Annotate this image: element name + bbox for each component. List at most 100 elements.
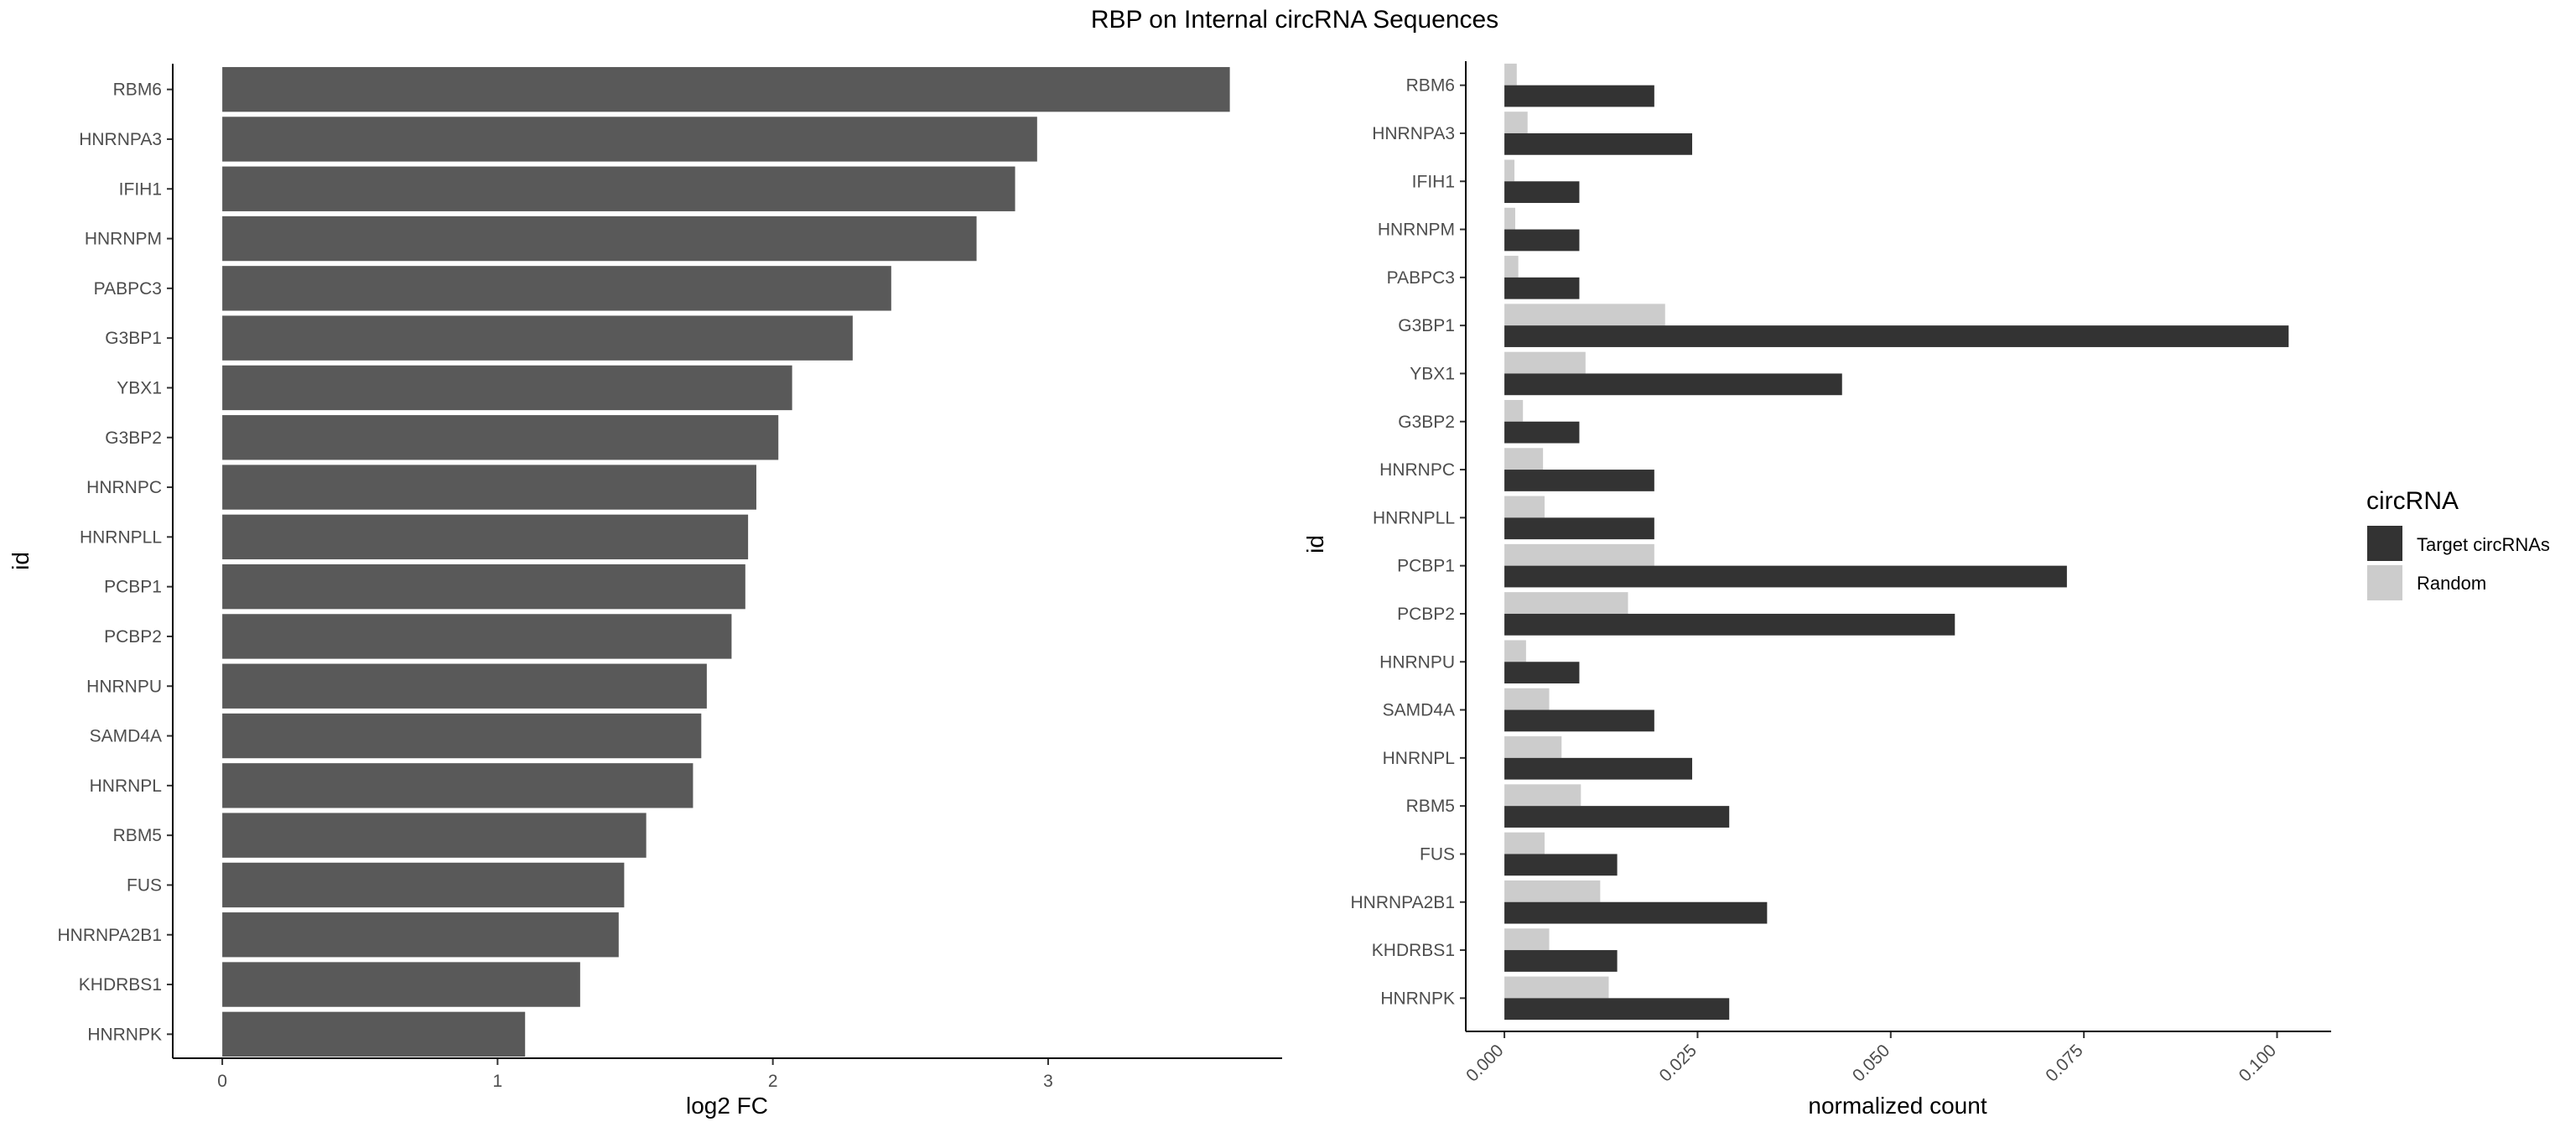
bar-samd4a [222, 713, 702, 759]
bar-hnrnpa2b1 [222, 912, 619, 958]
y-tick-label-hnrnpa3: HNRNPA3 [1372, 124, 1455, 143]
legend-label-target-circrnas: Target circRNAs [2417, 534, 2550, 555]
bar-pcbp2-random [1504, 592, 1628, 614]
bar-hnrnpu-target-circrnas [1504, 662, 1580, 684]
bar-hnrnpc-target-circrnas [1504, 470, 1654, 491]
legend-title: circRNA [2366, 487, 2459, 515]
y-tick-label-g3bp1: G3BP1 [105, 329, 162, 348]
y-tick-label-hnrnpa3: HNRNPA3 [79, 130, 162, 149]
y-tick-label-hnrnpl: HNRNPL [90, 776, 162, 796]
log2fc-panel: RBM6 HNRNPA3 IFIH1 HNRNPM PABPC3 G3BP1 YBX1 G3B… [8, 64, 1282, 1119]
y-tick-label-g3bp2: G3BP2 [105, 428, 162, 448]
bar-hnrnpa3-target-circrnas [1504, 132, 1692, 155]
y-tick-label-hnrnpa2b1: HNRNPA2B1 [1351, 893, 1455, 912]
y-tick-label-hnrnpa2b1: HNRNPA2B1 [58, 926, 162, 945]
bar-g3bp2-random [1504, 399, 1524, 422]
x-tick-label: 0 [217, 1072, 227, 1091]
chart-title: RBP on Internal circRNA Sequences [1091, 6, 1498, 34]
legend-label-random: Random [2417, 573, 2486, 594]
y-tick-label-khdrbs1: KHDRBS1 [1372, 941, 1455, 960]
y-tick-label-hnrnpll: HNRNPLL [1373, 508, 1455, 527]
bar-hnrnpm-target-circrnas [1504, 229, 1580, 252]
log2fc-bars [222, 66, 1230, 1057]
legend: circRNA Target circRNAs Random [2366, 487, 2550, 600]
y-tick-label-pabpc3: PABPC3 [94, 279, 162, 299]
bar-samd4a-target-circrnas [1504, 709, 1654, 732]
bar-fus-target-circrnas [1504, 854, 1618, 876]
bar-khdrbs1-target-circrnas [1504, 950, 1618, 972]
bar-khdrbs1 [222, 962, 580, 1007]
bar-fus [222, 862, 625, 908]
y-tick-label-rbm5: RBM5 [113, 826, 162, 845]
x-tick-label: 0.025 [1656, 1041, 1701, 1085]
bar-hnrnpl-target-circrnas [1504, 757, 1692, 780]
bar-g3bp2 [222, 415, 779, 460]
log2fc-x-ticks: 0 1 2 3 [217, 1058, 1053, 1091]
bar-pcbp1 [222, 564, 745, 610]
y-tick-label-ybx1: YBX1 [1410, 364, 1455, 383]
bar-g3bp1-random [1504, 304, 1665, 326]
legend-key-target-circrnas [2367, 526, 2402, 561]
bar-pcbp2 [222, 614, 732, 659]
bar-pcbp1-target-circrnas [1504, 565, 2067, 588]
x-tick-label: 1 [493, 1072, 503, 1091]
y-tick-label-ifih1: IFIH1 [1412, 172, 1455, 191]
bar-hnrnpu [222, 663, 707, 709]
bar-g3bp1-target-circrnas [1504, 325, 2289, 347]
x-tick-label: 0.075 [2042, 1041, 2086, 1085]
bar-hnrnpa3 [222, 117, 1037, 162]
bar-hnrnpa3-random [1504, 112, 1528, 133]
x-tick-label: 3 [1043, 1072, 1053, 1091]
bar-khdrbs1-random [1504, 928, 1550, 951]
y-tick-label-hnrnpl: HNRNPL [1383, 749, 1455, 768]
normalized-count-panel: RBM6 HNRNPA3 IFIH1 HNRNPM PABPC3 G3BP1 YBX1 G3B… [1302, 61, 2331, 1119]
log2fc-x-axis-title: log2 FC [686, 1093, 768, 1119]
y-tick-label-pabpc3: PABPC3 [1387, 268, 1455, 288]
bar-rbm6 [222, 66, 1230, 112]
bar-rbm5-random [1504, 784, 1581, 807]
y-tick-label-hnrnpu: HNRNPU [86, 677, 162, 696]
y-tick-label-pcbp2: PCBP2 [104, 627, 162, 647]
normalized-count-y-tick-labels: RBM6 HNRNPA3 IFIH1 HNRNPM PABPC3 G3BP1 YBX1 G3B… [1351, 76, 1466, 1008]
bar-hnrnpll-target-circrnas [1504, 517, 1654, 540]
bar-hnrnpk-random [1504, 976, 1609, 999]
bar-ybx1-target-circrnas [1504, 373, 1842, 396]
y-tick-label-fus: FUS [1420, 844, 1455, 864]
bar-pabpc3-random [1504, 256, 1519, 278]
x-tick-label: 2 [768, 1072, 778, 1091]
bar-hnrnpc [222, 465, 756, 510]
normalized-count-y-axis-title: id [1302, 535, 1328, 553]
x-tick-label: 0.050 [1849, 1041, 1893, 1085]
bar-fus-random [1504, 832, 1545, 854]
bar-ifih1-target-circrnas [1504, 181, 1580, 204]
x-tick-label: 0.100 [2236, 1041, 2280, 1085]
bar-hnrnpll [222, 514, 749, 560]
bar-pcbp1-random [1504, 543, 1654, 566]
bar-pcbp2-target-circrnas [1504, 613, 1955, 636]
y-tick-label-rbm6: RBM6 [113, 80, 162, 100]
y-tick-label-rbm5: RBM5 [1406, 797, 1455, 816]
y-tick-label-hnrnpll: HNRNPLL [80, 527, 162, 547]
bar-g3bp2-target-circrnas [1504, 421, 1580, 444]
x-tick-label: 0.000 [1462, 1041, 1507, 1085]
y-tick-label-hnrnpk: HNRNPK [87, 1025, 162, 1044]
y-tick-label-pcbp1: PCBP1 [1397, 557, 1455, 576]
y-tick-label-hnrnpu: HNRNPU [1379, 652, 1455, 672]
bar-g3bp1 [222, 315, 853, 361]
bar-ybx1-random [1504, 351, 1586, 374]
bar-hnrnpu-random [1504, 640, 1526, 662]
y-tick-label-pcbp2: PCBP2 [1397, 605, 1455, 624]
normalized-count-bars [1504, 63, 2289, 1021]
bar-pabpc3 [222, 266, 891, 311]
bar-pabpc3-target-circrnas [1504, 277, 1580, 299]
y-tick-label-g3bp2: G3BP2 [1398, 413, 1455, 432]
bar-ifih1-random [1504, 159, 1515, 182]
bar-ybx1 [222, 365, 792, 411]
bar-rbm5-target-circrnas [1504, 806, 1730, 828]
bar-hnrnpa2b1-target-circrnas [1504, 901, 1768, 924]
normalized-count-x-axis-title: normalized count [1808, 1093, 1987, 1119]
y-tick-label-hnrnpk: HNRNPK [1380, 989, 1455, 1008]
y-tick-label-hnrnpc: HNRNPC [1379, 460, 1455, 480]
bar-rbm5 [222, 813, 647, 858]
